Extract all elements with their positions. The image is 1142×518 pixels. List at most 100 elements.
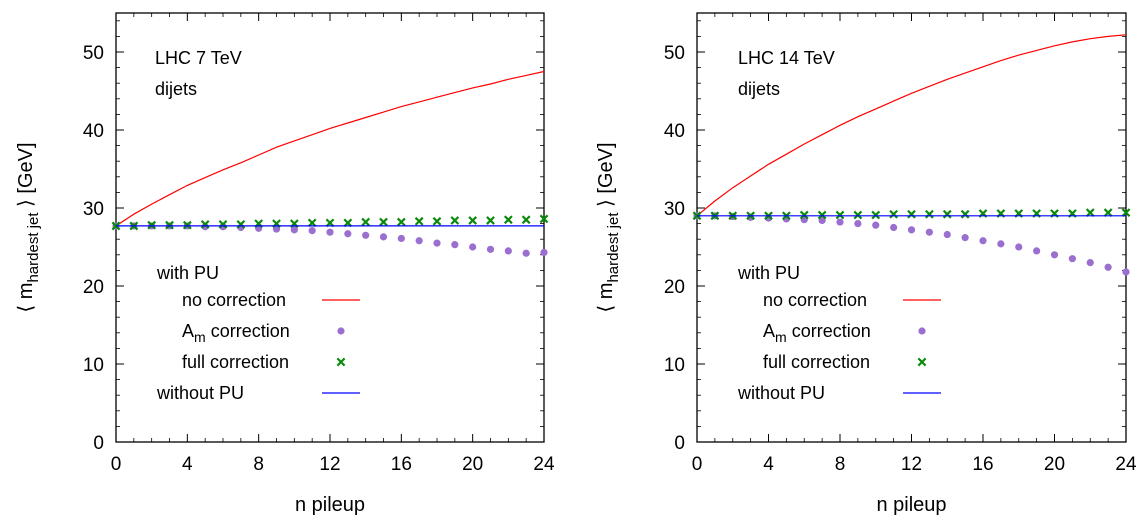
data-point-am-correction: [818, 216, 826, 225]
data-point-am-correction: [379, 233, 388, 241]
x-tick-label: 8: [835, 454, 846, 475]
y-axis-label-subscript: hardest jet: [605, 212, 622, 283]
y-axis-label-suffix: ⟩ [GeV]: [595, 142, 617, 212]
legend-label-without-pu: without PU: [156, 383, 244, 403]
y-tick-label: 40: [664, 121, 685, 142]
x-tick-label: 24: [533, 454, 555, 475]
x-tick-label: 12: [901, 454, 922, 475]
data-point-am-correction: [907, 226, 916, 234]
data-point-full-correction: [468, 216, 478, 225]
legend-label-full-correction: full correction: [182, 352, 289, 372]
x-tick-label: 4: [182, 454, 193, 475]
data-point-full-correction: [889, 209, 899, 219]
data-point-am-correction: [1122, 268, 1130, 276]
chart-annotation-line: dijets: [738, 79, 780, 99]
y-axis-label-subscript: hardest jet: [25, 212, 42, 283]
x-tick-label: 16: [972, 454, 993, 475]
legend-label-full-correction: full correction: [763, 352, 870, 372]
data-point-am-correction: [943, 230, 951, 239]
x-tick-label: 8: [253, 454, 264, 475]
data-point-am-correction: [925, 228, 933, 236]
legend-symbol-am-correction: [337, 327, 345, 335]
legend-label-subscript: m: [194, 329, 206, 345]
chart-panel-2: 0 4 8 12 16 20 24 0 10 20 30 40 50 n pileup ⟨ mhardest…: [595, 12, 1137, 516]
data-point-full-correction: [379, 217, 388, 227]
y-tick-label: 10: [83, 355, 104, 376]
data-point-full-correction: [539, 214, 549, 224]
data-point-am-correction: [486, 245, 495, 253]
data-point-full-correction: [325, 218, 335, 228]
data-point-full-correction: [521, 215, 531, 225]
y-axis-label-suffix: ⟩ [GeV]: [15, 142, 37, 212]
data-point-full-correction: [817, 210, 827, 220]
data-point-am-correction: [415, 237, 423, 245]
data-point-am-correction: [290, 226, 298, 234]
plot-frame: [115, 12, 545, 443]
chart-annotation-line: dijets: [155, 79, 197, 99]
legend-label-am-correction: Am correction: [763, 321, 871, 345]
data-point-am-correction: [522, 249, 530, 257]
x-tick-label: 20: [462, 454, 483, 475]
data-point-am-correction: [433, 239, 441, 247]
series-line-no-correction: [696, 34, 1127, 217]
data-point-am-correction: [979, 237, 987, 245]
data-point-full-correction: [236, 220, 246, 229]
data-point-am-correction: [1104, 263, 1112, 271]
y-axis-label: ⟨ mhardest jet ⟩ [GeV]: [15, 142, 42, 312]
data-point-am-correction: [397, 234, 405, 243]
x-axis-label: n pileup: [295, 494, 365, 516]
data-point-am-correction: [504, 247, 512, 255]
data-point-am-correction: [836, 218, 844, 226]
legend-symbol-am-correction: [918, 327, 926, 335]
data-point-am-correction: [344, 230, 352, 238]
data-point-full-correction: [960, 209, 970, 219]
data-point-full-correction: [450, 216, 460, 225]
legend-label-without-pu: without PU: [737, 383, 825, 403]
data-point-am-correction: [961, 234, 969, 242]
data-point-am-correction: [1033, 247, 1041, 255]
data-point-am-correction: [1068, 255, 1076, 263]
data-point-full-correction: [1103, 208, 1113, 218]
data-point-am-correction: [540, 248, 548, 257]
data-point-full-correction: [1085, 208, 1095, 218]
y-tick-label: 20: [664, 277, 685, 298]
y-axis-label-main: ⟨ m: [595, 283, 617, 313]
data-point-am-correction: [326, 228, 334, 236]
data-point-full-correction: [907, 209, 916, 219]
legend-header: with PU: [156, 263, 219, 283]
chart-panel-1: 0 4 8 12 16 20 24 0 10 20 30 40 50 n pileup ⟨ mhardest…: [15, 12, 555, 516]
data-point-full-correction: [218, 220, 228, 229]
data-point-full-correction: [924, 209, 934, 219]
x-axis-label: n pileup: [876, 494, 946, 516]
data-point-am-correction: [451, 241, 459, 249]
data-point-full-correction: [414, 216, 424, 226]
legend-label-no-correction: no correction: [182, 290, 286, 310]
legend-label-am-correction: Am correction: [182, 321, 290, 345]
data-point-am-correction: [1050, 251, 1059, 259]
data-point-full-correction: [853, 210, 863, 220]
x-tick-label: 24: [1115, 454, 1137, 475]
legend-label-subscript: m: [775, 329, 787, 345]
series-line-no-correction: [115, 70, 545, 227]
data-point-full-correction: [835, 210, 845, 220]
legend-header: with PU: [737, 263, 800, 283]
data-point-full-correction: [942, 209, 952, 219]
x-tick-label: 12: [319, 454, 340, 475]
data-point-am-correction: [1086, 259, 1094, 267]
data-point-am-correction: [997, 240, 1005, 248]
y-axis-label: ⟨ mhardest jet ⟩ [GeV]: [595, 142, 622, 312]
data-point-am-correction: [1015, 243, 1023, 251]
data-point-full-correction: [396, 217, 406, 227]
y-tick-label: 30: [83, 199, 104, 220]
data-point-am-correction: [872, 221, 880, 229]
data-point-am-correction: [272, 225, 281, 233]
data-point-full-correction: [432, 216, 442, 226]
data-point-am-correction: [469, 243, 477, 251]
data-point-am-correction: [890, 223, 898, 232]
data-point-am-correction: [308, 227, 316, 235]
legend-label-rest: correction: [787, 321, 871, 341]
data-point-full-correction: [361, 217, 371, 227]
y-tick-label: 20: [83, 277, 104, 298]
legend-label-rest: correction: [206, 321, 290, 341]
